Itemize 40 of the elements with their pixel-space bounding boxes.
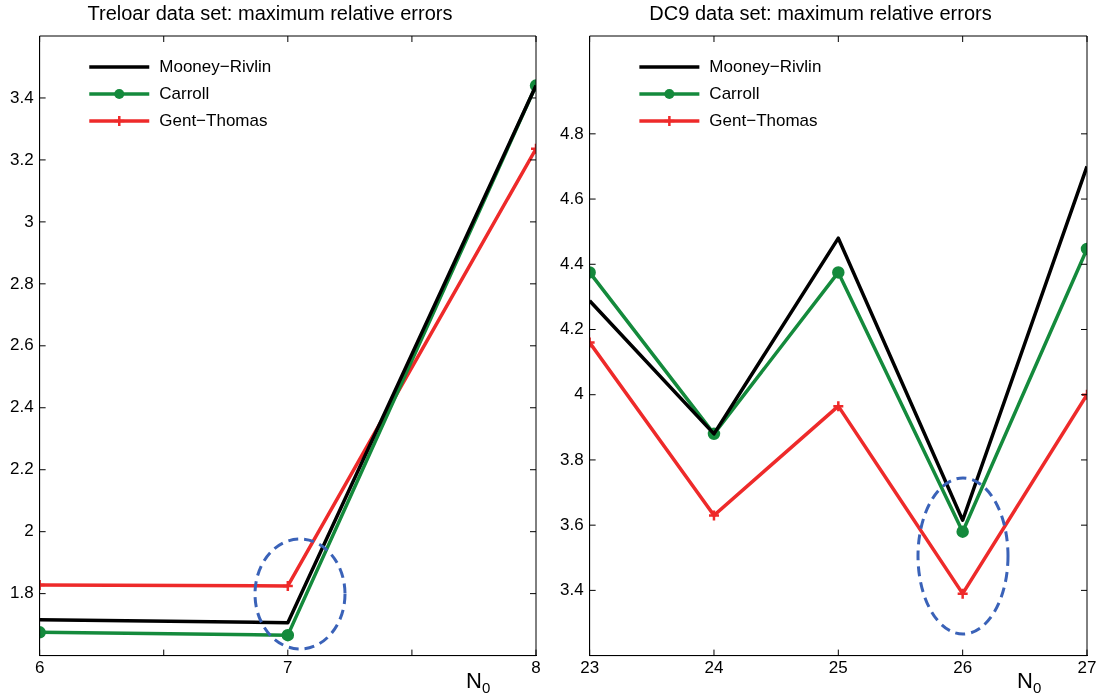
x-tick-label: 27	[1077, 658, 1097, 678]
legend-label: Mooney−Rivlin	[159, 56, 272, 76]
y-tick-label: 2.6	[9, 335, 34, 355]
chart-title: Treloar data set: maximum relative errors	[87, 1, 453, 24]
x-tick-label: 7	[283, 658, 293, 678]
y-tick-label: 4.6	[559, 188, 584, 208]
y-tick-label: 4.2	[559, 319, 584, 339]
point	[707, 509, 721, 522]
legend-label: Gent−Thomas	[159, 110, 268, 130]
y-tick-label: 2.2	[9, 459, 34, 479]
x-tick-label: 24	[704, 658, 724, 678]
x-axis-title: N$_{0}$	[1017, 667, 1042, 696]
x-tick-label: 8	[531, 658, 541, 678]
x-tick-label: 26	[953, 658, 973, 678]
y-tick-label: 3.4	[9, 87, 34, 107]
point	[832, 266, 845, 279]
x-axis-title: N$_{0}$	[466, 667, 491, 696]
y-tick-label: 2.8	[9, 273, 34, 293]
point	[956, 587, 969, 600]
y-tick-label: 4	[574, 384, 584, 404]
legend-label: Carroll	[159, 83, 210, 103]
y-tick-label: 4.8	[559, 123, 584, 143]
chart-title: DC9 data set: maximum relative errors	[649, 1, 992, 24]
legend-label: Carroll	[709, 83, 760, 103]
y-tick-label: 4.4	[559, 253, 584, 273]
y-tick-label: 3.4	[559, 580, 584, 600]
y-tick-label: 3.2	[9, 149, 34, 169]
y-tick-label: 2	[24, 521, 34, 541]
x-tick-label: 6	[34, 658, 45, 678]
legend-label: Gent−Thomas	[709, 110, 818, 130]
y-tick-label: 1.8	[9, 583, 34, 603]
point	[956, 525, 969, 538]
x-tick-label: 25	[828, 658, 848, 678]
point	[832, 399, 845, 413]
y-tick-label: 2.4	[9, 397, 34, 417]
y-tick-label: 3.8	[559, 449, 584, 469]
x-tick-label: 23	[580, 658, 600, 678]
legend-label: Mooney−Rivlin	[709, 56, 822, 76]
y-tick-label: 3	[24, 211, 34, 231]
y-tick-label: 3.6	[559, 514, 584, 534]
